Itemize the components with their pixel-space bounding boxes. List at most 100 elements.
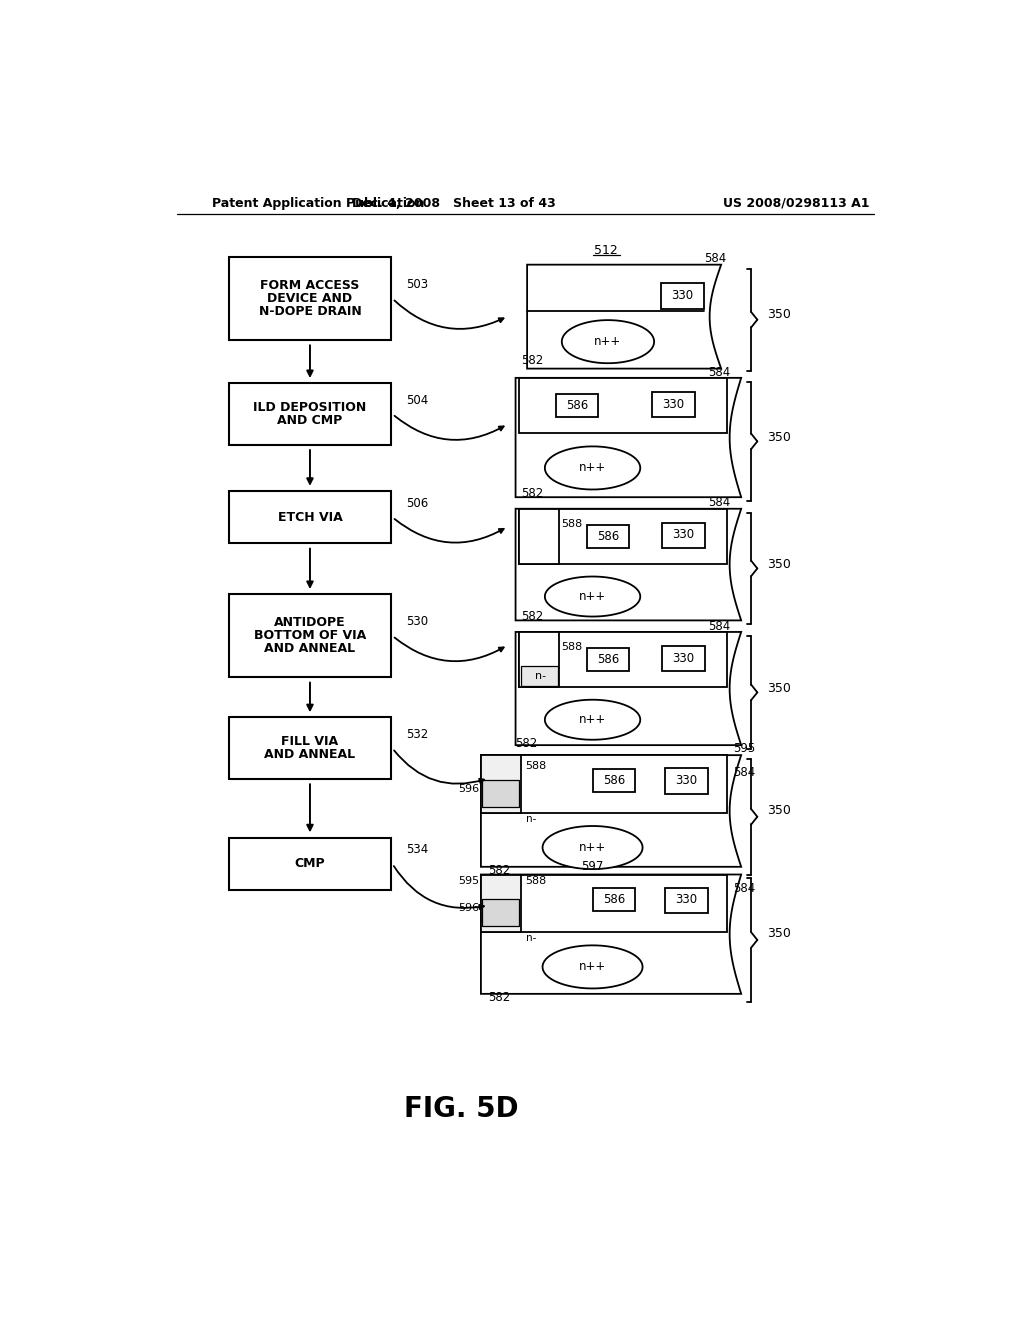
Text: 586: 586	[597, 653, 620, 667]
Text: 330: 330	[663, 397, 684, 411]
Text: n++: n++	[579, 841, 606, 854]
Text: n-: n-	[525, 814, 537, 824]
Text: AND ANNEAL: AND ANNEAL	[264, 748, 355, 762]
Text: 584: 584	[733, 882, 755, 895]
Text: 350: 350	[767, 804, 791, 817]
Text: ILD DEPOSITION: ILD DEPOSITION	[253, 401, 367, 414]
Text: 330: 330	[673, 652, 694, 665]
Polygon shape	[562, 321, 654, 363]
Text: FORM ACCESS: FORM ACCESS	[260, 279, 359, 292]
Text: n++: n++	[579, 590, 606, 603]
Bar	[229, 257, 391, 341]
Text: 588: 588	[525, 760, 547, 771]
Text: FIG. 5D: FIG. 5D	[404, 1096, 519, 1123]
Bar	[662, 284, 705, 309]
Bar	[482, 899, 519, 927]
Polygon shape	[515, 378, 741, 498]
Text: 582: 582	[515, 737, 538, 750]
Bar	[229, 718, 391, 779]
Text: 350: 350	[767, 308, 791, 321]
Text: 330: 330	[672, 289, 693, 302]
Bar	[556, 395, 598, 417]
Text: 586: 586	[597, 529, 620, 543]
Text: n++: n++	[594, 335, 622, 348]
Text: AND ANNEAL: AND ANNEAL	[264, 643, 355, 656]
Text: DEVICE AND: DEVICE AND	[267, 292, 352, 305]
Text: 532: 532	[407, 727, 428, 741]
Text: 588: 588	[561, 519, 583, 529]
Polygon shape	[515, 632, 741, 744]
Text: 595: 595	[733, 742, 755, 755]
Text: n++: n++	[579, 462, 606, 474]
Text: 330: 330	[673, 528, 694, 541]
Text: 588: 588	[525, 875, 547, 886]
Text: 350: 350	[767, 681, 791, 694]
Bar	[662, 645, 705, 671]
Text: AND CMP: AND CMP	[278, 414, 343, 428]
Bar	[587, 525, 629, 548]
Bar	[229, 594, 391, 677]
Polygon shape	[527, 264, 721, 368]
Text: 597: 597	[582, 861, 604, 874]
Text: 350: 350	[767, 927, 791, 940]
Text: BOTTOM OF VIA: BOTTOM OF VIA	[254, 630, 367, 643]
Bar	[587, 648, 629, 671]
Bar	[519, 632, 559, 688]
Bar	[481, 755, 521, 813]
Bar	[481, 874, 521, 932]
Text: 330: 330	[676, 894, 697, 907]
Text: 584: 584	[708, 366, 730, 379]
Bar	[593, 888, 635, 911]
Text: n++: n++	[579, 713, 606, 726]
Bar	[665, 887, 708, 913]
Text: 350: 350	[767, 557, 791, 570]
Polygon shape	[515, 508, 741, 620]
Text: 596: 596	[459, 903, 479, 913]
Text: 582: 582	[521, 610, 543, 623]
Text: 584: 584	[708, 620, 730, 634]
Bar	[593, 770, 635, 792]
Text: 534: 534	[407, 843, 428, 857]
Text: 582: 582	[521, 354, 543, 367]
Text: ETCH VIA: ETCH VIA	[278, 511, 342, 524]
Bar	[521, 665, 558, 686]
Text: n++: n++	[579, 961, 606, 973]
Bar	[519, 508, 727, 564]
Bar	[662, 523, 705, 548]
Text: 596: 596	[459, 784, 479, 795]
Polygon shape	[543, 945, 643, 989]
Text: 512: 512	[594, 244, 617, 257]
Bar	[481, 874, 727, 932]
Text: n-: n-	[525, 933, 537, 944]
Polygon shape	[543, 826, 643, 869]
Text: N-DOPE DRAIN: N-DOPE DRAIN	[259, 305, 361, 318]
Bar	[229, 383, 391, 445]
Text: 584: 584	[708, 496, 730, 510]
Text: 582: 582	[488, 865, 511, 878]
Polygon shape	[545, 700, 640, 739]
Text: US 2008/0298113 A1: US 2008/0298113 A1	[724, 197, 870, 210]
Text: 586: 586	[566, 399, 588, 412]
Text: 330: 330	[676, 774, 697, 787]
Text: Patent Application Publication: Patent Application Publication	[212, 197, 425, 210]
Polygon shape	[481, 874, 741, 994]
Text: 582: 582	[488, 991, 511, 1005]
Bar	[519, 378, 727, 433]
Bar	[519, 508, 559, 564]
Bar	[482, 780, 519, 807]
Text: 595: 595	[459, 875, 479, 886]
Polygon shape	[545, 577, 640, 616]
Text: CMP: CMP	[295, 857, 326, 870]
Text: FILL VIA: FILL VIA	[282, 735, 339, 748]
Text: 504: 504	[407, 393, 428, 407]
Text: 530: 530	[407, 615, 428, 628]
Text: 584: 584	[705, 252, 726, 265]
Text: Dec. 4, 2008   Sheet 13 of 43: Dec. 4, 2008 Sheet 13 of 43	[352, 197, 556, 210]
Bar	[229, 837, 391, 890]
Text: 584: 584	[733, 766, 755, 779]
Text: 350: 350	[767, 430, 791, 444]
Bar	[652, 392, 695, 417]
Text: n-: n-	[536, 671, 547, 681]
Text: 586: 586	[603, 774, 626, 787]
Bar	[665, 768, 708, 793]
